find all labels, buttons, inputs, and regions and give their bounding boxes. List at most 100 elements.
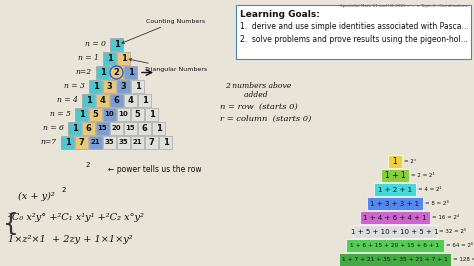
Text: 15: 15	[98, 126, 107, 131]
Text: n=7: n=7	[41, 139, 57, 147]
Text: 5: 5	[92, 110, 99, 119]
Bar	[103, 108, 116, 121]
FancyBboxPatch shape	[236, 5, 471, 59]
Text: Specialist Math U1 and U2 2025 > ... > Topic 1 - Combinations: Specialist Math U1 and U2 2025 > ... > T…	[340, 4, 468, 8]
Text: 4: 4	[128, 96, 134, 105]
Bar	[124, 66, 137, 79]
Text: Counting Numbers: Counting Numbers	[122, 19, 206, 43]
Text: 1 + 3 + 3 + 1: 1 + 3 + 3 + 1	[371, 201, 419, 206]
Bar	[117, 136, 130, 149]
Bar	[82, 94, 95, 107]
Bar	[96, 94, 109, 107]
Bar	[110, 38, 123, 51]
Text: n = row  (starts 0): n = row (starts 0)	[220, 103, 298, 111]
Text: = 4 = 2²: = 4 = 2²	[418, 187, 442, 192]
Text: 1 + 2 + 1: 1 + 2 + 1	[378, 186, 412, 193]
Bar	[89, 80, 102, 93]
Text: n = 4: n = 4	[57, 97, 78, 105]
Bar	[110, 122, 123, 135]
Text: (x + y)²: (x + y)²	[18, 192, 55, 201]
Bar	[360, 211, 430, 224]
Bar	[338, 253, 451, 266]
Text: 21: 21	[91, 139, 100, 146]
Text: 35: 35	[118, 139, 128, 146]
Text: n = 5: n = 5	[50, 110, 71, 118]
Bar	[61, 136, 74, 149]
Text: ← power tells us the row: ← power tells us the row	[108, 165, 201, 174]
Text: 1: 1	[163, 138, 168, 147]
Bar	[103, 136, 116, 149]
Text: = 2°: = 2°	[404, 159, 417, 164]
Text: {: {	[3, 212, 19, 236]
Bar	[89, 136, 102, 149]
Text: 1: 1	[100, 68, 105, 77]
Bar	[138, 122, 151, 135]
Bar	[145, 108, 158, 121]
Bar	[367, 197, 423, 210]
Text: 1: 1	[114, 40, 119, 49]
Text: = 32 = 2⁵: = 32 = 2⁵	[439, 229, 466, 234]
Text: 2.  solve problems and prove results using the pigeon-hol...: 2. solve problems and prove results usin…	[240, 35, 468, 44]
Bar	[381, 169, 409, 182]
Bar	[96, 66, 109, 79]
Text: 1: 1	[128, 68, 134, 77]
Text: 1×z²×1  + 2zy + 1×1×y²: 1×z²×1 + 2zy + 1×1×y²	[8, 235, 133, 244]
Text: 2: 2	[62, 187, 66, 193]
Bar	[110, 66, 123, 79]
Text: n = 1: n = 1	[78, 55, 99, 63]
Text: 1 + 7 + 21 + 35 + 35 + 21 + 7 + 1: 1 + 7 + 21 + 35 + 35 + 21 + 7 + 1	[342, 257, 448, 262]
Text: 1.  derive and use simple identities associated with Pasca...: 1. derive and use simple identities asso…	[240, 22, 469, 31]
Text: = 2 = 2¹: = 2 = 2¹	[411, 173, 435, 178]
Text: 2 numbers above
        added: 2 numbers above added	[225, 82, 291, 99]
Bar	[110, 94, 123, 107]
Text: 20: 20	[112, 126, 121, 131]
Bar	[103, 52, 116, 65]
Text: 1: 1	[148, 110, 155, 119]
Text: = 64 = 2⁶: = 64 = 2⁶	[447, 243, 474, 248]
Bar	[388, 155, 402, 168]
Text: 2: 2	[86, 162, 91, 168]
Text: 35: 35	[105, 139, 114, 146]
Bar	[117, 108, 130, 121]
Text: 7: 7	[149, 138, 155, 147]
Text: 1: 1	[142, 96, 147, 105]
Text: n=2: n=2	[76, 69, 92, 77]
Text: 1: 1	[92, 82, 99, 91]
Text: Triangular Numbers: Triangular Numbers	[129, 59, 208, 72]
Bar	[353, 225, 438, 238]
Text: 1 + 4 + 6 + 4 + 1: 1 + 4 + 6 + 4 + 1	[363, 214, 427, 221]
Text: r = column  (starts 0): r = column (starts 0)	[220, 115, 311, 123]
Text: 1: 1	[79, 110, 84, 119]
Text: n = 0: n = 0	[85, 40, 106, 48]
Text: n = 3: n = 3	[64, 82, 85, 90]
Bar	[346, 239, 444, 252]
Text: 1 + 1: 1 + 1	[385, 171, 405, 180]
Text: = 16 = 2⁴: = 16 = 2⁴	[432, 215, 459, 220]
Text: 1: 1	[155, 124, 162, 133]
Text: 6: 6	[86, 124, 91, 133]
Text: 1: 1	[392, 157, 397, 166]
Text: 6: 6	[114, 96, 119, 105]
Text: 2: 2	[114, 68, 119, 77]
Bar	[159, 136, 172, 149]
Text: 15: 15	[126, 126, 135, 131]
Bar	[145, 136, 158, 149]
Bar	[103, 80, 116, 93]
Bar	[117, 80, 130, 93]
Text: 4: 4	[100, 96, 105, 105]
Text: 10: 10	[118, 111, 128, 118]
Text: 1: 1	[120, 54, 127, 63]
Bar	[124, 94, 137, 107]
Text: 1: 1	[135, 82, 140, 91]
Text: 1: 1	[107, 54, 112, 63]
Bar	[138, 94, 151, 107]
Text: 1: 1	[64, 138, 71, 147]
Bar	[68, 122, 81, 135]
Text: 1 + 5 + 10 + 10 + 5 + 1: 1 + 5 + 10 + 10 + 5 + 1	[351, 228, 439, 235]
Bar	[96, 122, 109, 135]
Text: 1: 1	[72, 124, 77, 133]
Text: 10: 10	[105, 111, 114, 118]
Bar	[131, 108, 144, 121]
Bar	[82, 122, 95, 135]
Text: = 128 = 2⁷: = 128 = 2⁷	[453, 257, 474, 262]
